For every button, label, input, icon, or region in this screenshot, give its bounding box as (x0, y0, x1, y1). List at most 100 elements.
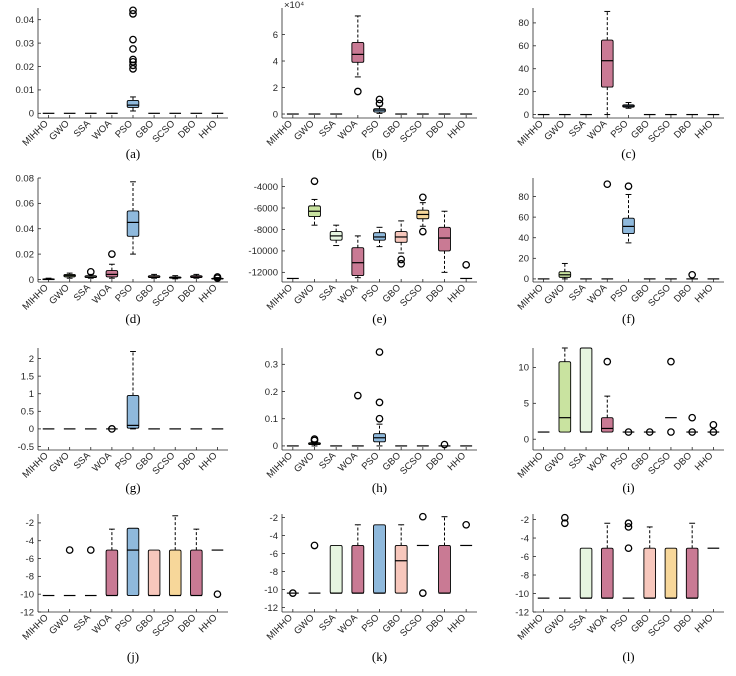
box-woa (105, 250, 119, 279)
x-tick-label: HHO (446, 450, 469, 473)
x-tick-label: MIHHO (265, 282, 295, 312)
x-tick-label: SSA (567, 450, 589, 472)
box-hho (460, 520, 473, 547)
x-tick-label: SCSO (646, 282, 673, 309)
outlier-point (129, 57, 137, 66)
outlier-point (645, 428, 654, 436)
y-tick-label: 0.5 (21, 407, 34, 418)
y-tick-label: 0.2 (265, 387, 278, 398)
outlier-point (86, 268, 95, 276)
y-tick-label: 40 (518, 64, 529, 75)
outlier-point (310, 435, 319, 443)
box-pso (373, 524, 386, 594)
panel-label: (l) (622, 649, 634, 664)
x-tick-label: SCSO (151, 450, 178, 477)
x-tick-label: HHO (693, 612, 716, 635)
box-ssa (329, 224, 343, 247)
y-tick-label: -10 (264, 585, 278, 596)
y-tick-label: 20 (518, 87, 529, 98)
x-tick-label: PSO (360, 612, 382, 634)
box-pso (622, 428, 635, 436)
box-hho (707, 421, 720, 436)
y-tick-label: 80 (518, 192, 529, 203)
panel-label: (d) (125, 311, 140, 326)
y-tick-label: -4000 (254, 182, 278, 193)
panel-label: (c) (621, 146, 635, 161)
iqr-box (351, 247, 365, 277)
y-tick-label: -10 (20, 589, 34, 600)
box-dbo (438, 516, 451, 594)
x-tick-label: SCSO (398, 282, 425, 309)
box-woa (600, 357, 614, 433)
box-dbo (190, 528, 203, 597)
y-tick-label: -8 (270, 567, 278, 578)
x-tick-label: MIHHO (21, 118, 51, 148)
outlier-point (560, 513, 569, 522)
outlier-point (688, 428, 697, 436)
y-tick-label: 0 (29, 109, 34, 120)
box-gwo (63, 272, 76, 279)
box-pso (622, 519, 635, 599)
x-tick-label: DBO (672, 282, 694, 304)
y-tick-label: 0.02 (16, 249, 35, 260)
box-pso (373, 95, 386, 114)
x-tick-label: SCSO (398, 612, 425, 639)
iqr-box (579, 347, 593, 433)
outlier-point (375, 414, 384, 423)
panel-label: (j) (127, 649, 139, 664)
panel-label: (f) (622, 311, 635, 326)
box-woa (351, 391, 364, 447)
x-tick-label: DBO (424, 612, 446, 634)
box-dbo (438, 210, 451, 273)
x-tick-label: MIHHO (21, 450, 51, 480)
y-tick-label: -6 (26, 554, 34, 565)
x-tick-label: HHO (197, 118, 220, 141)
x-tick-label: DBO (672, 450, 694, 472)
x-tick-label: SSA (72, 612, 94, 634)
x-tick-label: SSA (72, 118, 94, 140)
box-hho (211, 273, 224, 283)
x-tick-label: HHO (446, 612, 469, 635)
x-tick-label: GWO (292, 118, 317, 143)
x-tick-label: SCSO (398, 118, 425, 145)
y-tick-label: 0.02 (16, 62, 35, 73)
x-tick-label: HHO (446, 282, 469, 305)
box-gwo (558, 347, 572, 433)
box-ssa (329, 545, 343, 594)
outlier-point (560, 519, 569, 528)
box-scso (416, 512, 429, 597)
x-tick-label: WOA (90, 612, 114, 636)
x-tick-label: GWO (542, 612, 567, 637)
box-gbo (643, 526, 657, 599)
y-tick-label: 0 (524, 110, 529, 121)
outlier-point (375, 398, 384, 407)
y-tick-label: 0 (273, 441, 278, 452)
panel-label: (g) (125, 480, 140, 495)
x-tick-label: PSO (609, 118, 631, 140)
outlier-point (65, 546, 74, 554)
x-tick-label: SSA (567, 282, 589, 304)
panel-label: (e) (372, 311, 386, 326)
outlier-point (709, 428, 718, 436)
y-tick-label: -12 (515, 607, 529, 618)
panel-label: (i) (622, 480, 634, 495)
box-ssa (579, 347, 593, 433)
iqr-box (600, 547, 614, 599)
x-tick-label: PSO (360, 118, 382, 140)
x-tick-label: MIHHO (21, 282, 51, 312)
x-tick-label: SSA (317, 612, 339, 634)
x-tick-label: DBO (176, 282, 198, 304)
y-tick-label: -12 (20, 607, 34, 618)
outlier-point (688, 413, 697, 422)
y-tick-label: -12000 (248, 268, 278, 279)
outlier-point (440, 440, 449, 449)
x-tick-label: SCSO (646, 450, 673, 477)
box-pso (126, 6, 140, 112)
box-woa (351, 15, 365, 96)
iqr-box (600, 417, 614, 433)
x-tick-label: SCSO (151, 118, 178, 145)
